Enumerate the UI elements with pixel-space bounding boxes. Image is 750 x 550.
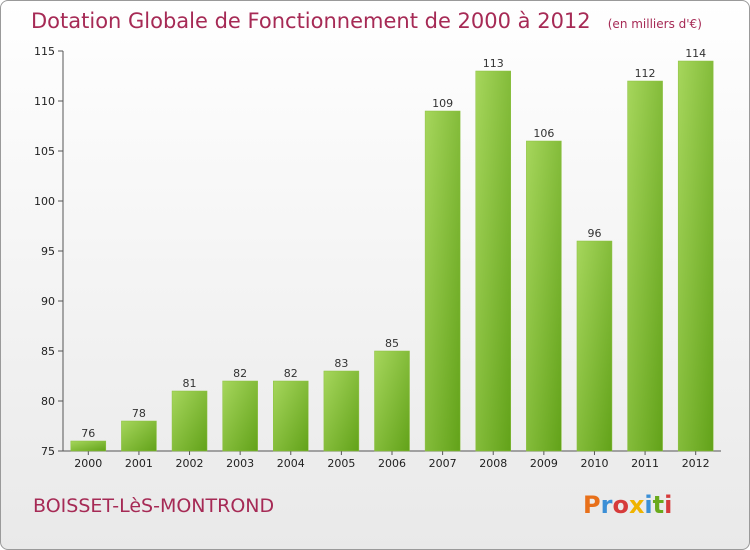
y-tick-label: 110 (34, 95, 55, 108)
proxiti-logo: Proxiti (583, 491, 672, 519)
bar-value-label: 82 (284, 367, 298, 380)
bar-2009 (526, 140, 562, 452)
y-tick-label: 80 (41, 395, 55, 408)
bar-value-label: 76 (81, 427, 95, 440)
logo-letter: x (628, 491, 645, 519)
x-tick-label: 2010 (580, 457, 608, 470)
bar-2001 (121, 420, 157, 452)
chart-subtitle: (en milliers d'€) (607, 17, 702, 31)
x-tick-label: 2007 (429, 457, 457, 470)
x-tick-label: 2002 (176, 457, 204, 470)
y-tick-label: 115 (34, 45, 55, 58)
x-tick-label: 2005 (327, 457, 355, 470)
x-tick-label: 2006 (378, 457, 406, 470)
y-tick-label: 95 (41, 245, 55, 258)
bar-value-label: 85 (385, 337, 399, 350)
bar-value-label: 114 (685, 47, 706, 60)
commune-name: BOISSET-LèS-MONTROND (33, 495, 275, 517)
logo-letter: i (644, 491, 653, 519)
bar-value-label: 81 (183, 377, 197, 390)
y-tick-label: 85 (41, 345, 55, 358)
bar-2000 (70, 440, 107, 452)
logo-letter: o (612, 491, 629, 519)
x-tick-label: 2009 (530, 457, 558, 470)
bar-2005 (323, 370, 360, 452)
bar-2007 (424, 110, 461, 452)
x-tick-label: 2011 (631, 457, 659, 470)
bar-2004 (273, 380, 309, 452)
logo-letter: i (664, 491, 673, 519)
bar-2003 (222, 380, 258, 452)
bar-value-label: 113 (483, 57, 504, 70)
bar-2002 (171, 390, 208, 452)
bar-value-label: 106 (533, 127, 554, 140)
bar-2010 (576, 240, 613, 452)
chart-title: Dotation Globale de Fonctionnement de 20… (31, 9, 591, 33)
y-tick-label: 100 (34, 195, 55, 208)
bar-2011 (627, 80, 663, 452)
bar-value-label: 82 (233, 367, 247, 380)
x-tick-label: 2008 (479, 457, 507, 470)
x-tick-label: 2012 (682, 457, 710, 470)
title-row: Dotation Globale de Fonctionnement de 20… (31, 9, 702, 33)
bar-value-label: 112 (635, 67, 656, 80)
logo-letter: r (600, 491, 613, 519)
x-tick-label: 2004 (277, 457, 305, 470)
y-tick-label: 105 (34, 145, 55, 158)
x-tick-label: 2001 (125, 457, 153, 470)
y-tick-label: 90 (41, 295, 55, 308)
bar-2006 (374, 350, 410, 452)
bar-value-label: 78 (132, 407, 146, 420)
logo-letter: P (583, 491, 601, 519)
bar-value-label: 109 (432, 97, 453, 110)
bar-2012 (677, 60, 714, 452)
x-tick-label: 2000 (74, 457, 102, 470)
bar-2008 (475, 70, 511, 452)
logo-letter: t (652, 491, 665, 519)
bar-value-label: 83 (334, 357, 348, 370)
bar-value-label: 96 (587, 227, 601, 240)
x-tick-label: 2003 (226, 457, 254, 470)
y-tick-label: 75 (41, 445, 55, 458)
